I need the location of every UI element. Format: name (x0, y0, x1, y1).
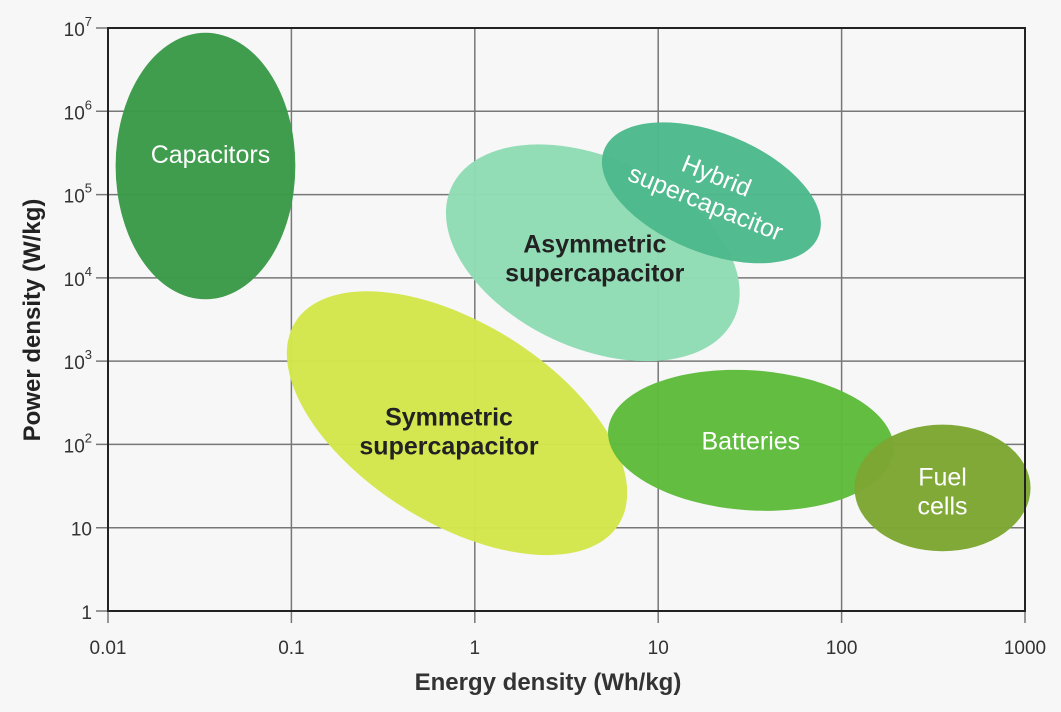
region-label-line: Symmetric (385, 404, 513, 432)
region-label: Asymmetric supercapacitor (505, 230, 685, 287)
x-tick-label: 1000 (1004, 638, 1046, 659)
x-tick-label: 1 (470, 638, 481, 659)
y-tick-label: 106 (64, 97, 92, 124)
x-tick-label: 0.01 (90, 638, 127, 659)
region-label: Capacitors (151, 141, 271, 169)
y-tick-exponent: 6 (85, 97, 92, 112)
y-tick-label: 103 (64, 347, 92, 374)
region-label: Batteries (702, 427, 801, 455)
y-tick-label: 102 (64, 430, 92, 457)
y-tick-exponent: 5 (85, 181, 92, 196)
y-tick-base: 10 (64, 353, 85, 374)
x-axis-label: Energy density (Wh/kg) (415, 669, 682, 696)
x-tick-label: 10 (648, 638, 669, 659)
y-tick-base: 10 (64, 20, 85, 41)
region-capacitors: Capacitors (115, 32, 296, 300)
region-ellipse (608, 369, 894, 511)
y-tick-exponent: 7 (85, 14, 92, 29)
y-tick-base: 1 (81, 603, 92, 624)
region-label-line: Capacitors (151, 141, 271, 169)
y-tick-base: 10 (64, 103, 85, 124)
y-tick-label: 107 (64, 14, 92, 41)
y-tick-label: 10 (71, 520, 92, 541)
y-tick-base: 10 (71, 520, 92, 541)
y-tick-label: 105 (64, 181, 92, 208)
region-ellipse (854, 424, 1031, 552)
region-label-line: Fuel (918, 463, 967, 491)
y-tick-base: 10 (64, 270, 85, 291)
y-tick-base: 10 (64, 187, 85, 208)
y-tick-base: 10 (64, 436, 85, 457)
region-symmetric-supercapacitor: Symmetric supercapacitor (286, 291, 628, 556)
y-tick-exponent: 3 (85, 347, 92, 362)
region-label-line: supercapacitor (505, 259, 685, 287)
region-hybrid-supercapacitor: Hybridsupercapacitor (601, 122, 821, 264)
y-tick-label: 104 (64, 264, 92, 291)
plot-frame (107, 27, 1026, 612)
y-tick-exponent: 2 (85, 430, 92, 445)
y-tick-exponent: 4 (85, 264, 92, 279)
region-label-line: cells (918, 492, 968, 520)
x-tick-label: 0.1 (278, 638, 304, 659)
region-batteries: Batteries (608, 369, 894, 511)
y-tick-label: 1 (81, 603, 92, 624)
region-label: Fuel cells (918, 463, 968, 520)
region-fuel-cells: Fuel cells (854, 424, 1031, 552)
region-label-line: Batteries (702, 427, 801, 455)
x-tick-labels: 0.01 0.1 1 10 100 1000 (90, 638, 1047, 659)
y-axis-label: Power density (W/kg) (19, 199, 46, 442)
region-ellipse (115, 32, 296, 300)
region-label-line: Asymmetric (523, 230, 666, 258)
region-label-line: supercapacitor (359, 433, 539, 461)
region-ellipse (601, 122, 821, 264)
region-ellipse (286, 291, 628, 556)
x-tick-label: 100 (826, 638, 858, 659)
region-label: Symmetric supercapacitor (359, 404, 539, 461)
